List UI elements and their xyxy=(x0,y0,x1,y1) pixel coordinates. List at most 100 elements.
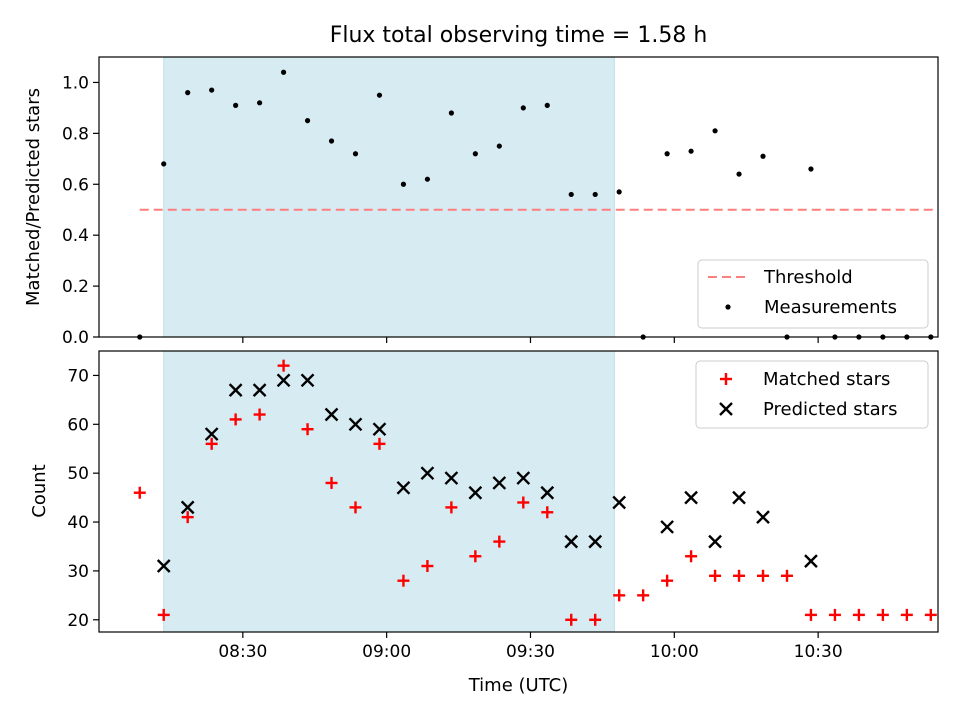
matched-star-point xyxy=(541,506,554,519)
y-tick-label: 50 xyxy=(67,464,89,484)
predicted-star-stroke xyxy=(732,490,746,505)
bottom-legend-box xyxy=(695,360,929,429)
legend-predicted-label: Predicted stars xyxy=(763,399,897,420)
measurement-point xyxy=(712,128,718,134)
predicted-star-point xyxy=(228,383,243,397)
matched-star-point xyxy=(828,608,841,621)
predicted-star-point xyxy=(540,485,555,500)
measurement-point xyxy=(664,151,670,157)
measurement-point xyxy=(760,153,766,159)
predicted-star-point xyxy=(324,407,339,422)
measurement-point xyxy=(352,151,359,157)
predicted-star-stroke xyxy=(564,534,579,549)
matched-star-point xyxy=(325,476,338,489)
predicted-star-point xyxy=(396,480,411,495)
top-ticks: 0.0 0.2 0.4 0.6 0.8 1.0 xyxy=(62,73,819,348)
matched-star-point xyxy=(445,501,458,514)
matched-star-point xyxy=(637,589,650,602)
matched-star-point xyxy=(876,608,889,621)
y-tick-label: 0.6 xyxy=(62,175,89,195)
measurement-point xyxy=(400,181,407,187)
matched-star-point xyxy=(780,569,793,582)
y-tick-label: 0.4 xyxy=(62,226,89,246)
predicted-star-point xyxy=(564,534,579,549)
observing-window-shade-top xyxy=(163,56,615,338)
measurement-point xyxy=(185,90,191,96)
y-tick-label: 40 xyxy=(67,513,89,533)
measurement-point xyxy=(448,110,454,116)
bottom-plot-frame xyxy=(98,350,939,633)
y-tick-label: 60 xyxy=(67,415,89,435)
matched-star-point xyxy=(757,569,770,582)
y-tick-label: 0.2 xyxy=(62,277,89,297)
measurement-point xyxy=(424,176,431,182)
predicted-star-point xyxy=(300,373,315,388)
measurement-point xyxy=(616,189,622,195)
x-tick-label: 09:00 xyxy=(362,642,411,662)
matched-star-point xyxy=(613,589,626,602)
predicted-star-point xyxy=(732,490,746,505)
measurement-point xyxy=(233,102,239,108)
bottom-legend: Matched stars Predicted stars xyxy=(695,360,929,429)
predicted-star-point xyxy=(588,534,603,549)
predicted-star-stroke xyxy=(372,422,387,437)
chart-title: Flux total observing time = 1.58 h xyxy=(330,23,708,48)
top-legend-box xyxy=(697,259,929,329)
bottom-panel: 20 30 40 50 60 70 08:30 09:00 09:30 10:00 10:30 Co… xyxy=(29,350,939,696)
predicted-star-stroke xyxy=(420,466,435,481)
top-plot-frame xyxy=(98,56,939,338)
legend-threshold-label: Threshold xyxy=(763,267,853,288)
predicted-star-stroke xyxy=(684,490,698,505)
legend-matched-label: Matched stars xyxy=(763,369,890,390)
x-tick-label: 09:30 xyxy=(506,642,555,662)
y-tick-label: 70 xyxy=(67,366,89,386)
predicted-star-point xyxy=(444,471,459,485)
predicted-star-point xyxy=(492,476,507,490)
measurement-point xyxy=(688,148,694,154)
matched-star-point xyxy=(181,511,194,524)
predicted-star-stroke xyxy=(804,554,818,568)
predicted-star-stroke xyxy=(468,485,483,500)
predicted-star-point xyxy=(372,422,387,437)
matched-star-point xyxy=(517,496,530,509)
matched-star-point xyxy=(229,413,242,426)
predicted-star-point xyxy=(660,520,674,534)
predicted-star-stroke xyxy=(180,500,195,515)
y-tick-label: 30 xyxy=(67,562,89,582)
top-y-axis-label: Matched/Predicted stars xyxy=(23,88,44,306)
matched-star-point xyxy=(804,608,817,621)
matched-star-point xyxy=(900,608,913,621)
predicted-star-point xyxy=(468,485,483,500)
measurement-point xyxy=(472,151,478,157)
x-tick-label: 10:30 xyxy=(794,642,843,662)
predicted-star-point xyxy=(612,495,627,510)
predicted-star-stroke xyxy=(300,373,315,388)
measurement-point xyxy=(568,191,574,198)
matched-star-point xyxy=(589,613,602,626)
predicted-star-stroke xyxy=(396,480,411,495)
measurement-point xyxy=(496,143,502,149)
predicted-star-point xyxy=(348,417,363,432)
legend-matched-swatch xyxy=(720,373,732,385)
predicted-star-stroke xyxy=(324,407,339,422)
measurement-point xyxy=(592,191,598,198)
matched-star-point xyxy=(301,423,314,436)
predicted-star-stroke xyxy=(708,534,722,549)
predicted-star-point xyxy=(276,373,291,388)
predicted-star-point xyxy=(516,471,531,485)
matched-star-point xyxy=(253,408,266,421)
measurement-point xyxy=(209,87,215,93)
predicted-star-point xyxy=(708,534,722,549)
predicted-star-point xyxy=(180,500,195,515)
predicted-star-stroke xyxy=(348,417,363,432)
predicted-star-stroke xyxy=(660,520,674,534)
matched-star-point xyxy=(661,574,674,587)
predicted-star-point xyxy=(804,554,818,568)
predicted-star-point xyxy=(420,466,435,481)
predicted-star-stroke xyxy=(492,476,507,490)
predicted-star-stroke xyxy=(276,373,291,388)
matched-star-point xyxy=(709,569,722,582)
top-legend: Threshold Measurements xyxy=(697,259,929,329)
predicted-star-point xyxy=(756,510,770,525)
